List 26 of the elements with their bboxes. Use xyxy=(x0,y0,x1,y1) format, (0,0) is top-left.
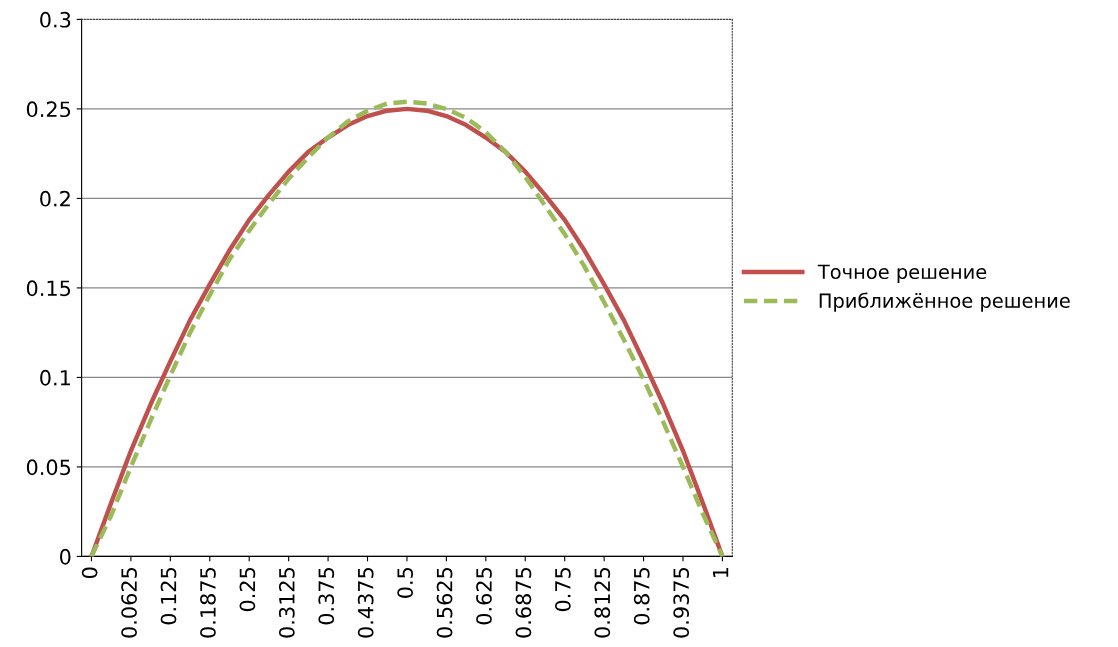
x-tick-label: 0.25 xyxy=(239,567,256,612)
x-tick-label: 1 xyxy=(712,568,729,578)
x-tick-label: 0.8125 xyxy=(594,567,611,638)
legend-label: Точное решение xyxy=(817,264,987,283)
x-tick-label: 0.375 xyxy=(318,567,335,625)
x-tick-label: 0.75 xyxy=(554,567,571,612)
x-tick-label: 0.9375 xyxy=(673,567,690,638)
legend-label: Приближённое решение xyxy=(819,292,1070,312)
y-tick-label: 0 xyxy=(60,548,71,565)
y-tick-label: 0.25 xyxy=(26,101,71,118)
x-tick-label: 0.5 xyxy=(397,567,413,598)
x-tick-label: 0.125 xyxy=(160,567,177,625)
x-tick-label: 0.0625 xyxy=(121,567,137,638)
x-tick-label: 0.625 xyxy=(476,567,492,625)
y-tick-label: 0.05 xyxy=(26,459,71,476)
y-tick-label: 0.3 xyxy=(40,11,71,28)
x-tick-label: 0.4375 xyxy=(357,567,374,638)
y-tick-label: 0.15 xyxy=(26,280,71,297)
x-tick-label: 0.3125 xyxy=(278,567,295,638)
x-tick-label: 0.875 xyxy=(633,567,650,625)
y-tick-label: 0.2 xyxy=(40,190,70,207)
x-tick-label: 0 xyxy=(81,567,98,579)
x-tick-label: 0.6875 xyxy=(515,567,532,638)
x-tick-label: 0.1875 xyxy=(200,567,216,638)
x-tick-label: 0.5625 xyxy=(436,567,453,638)
y-tick-label: 0.1 xyxy=(40,369,70,386)
